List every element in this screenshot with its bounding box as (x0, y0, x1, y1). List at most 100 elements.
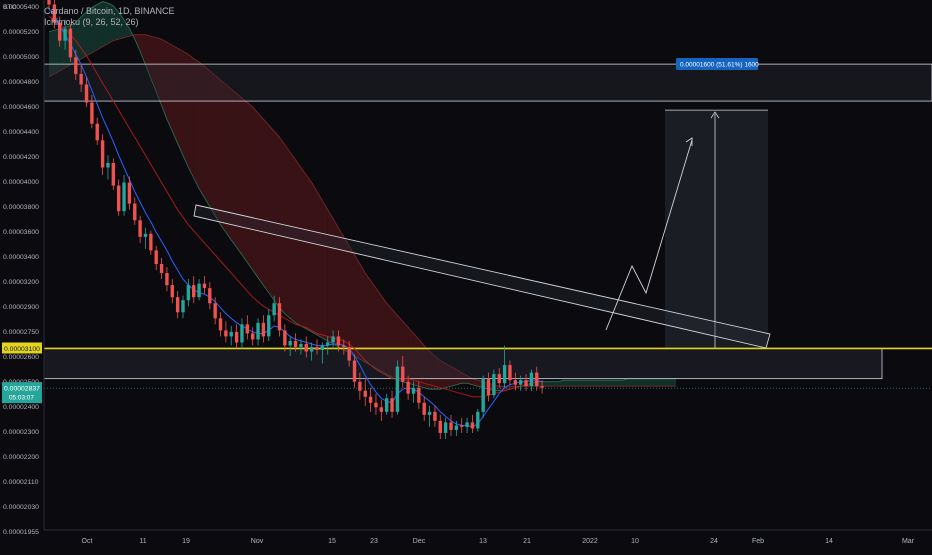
y-tick-label: 0.00004400 (3, 129, 39, 136)
candle-body (449, 422, 453, 430)
cloud-segment (295, 159, 301, 326)
x-tick-label: 23 (370, 538, 378, 545)
candle-body (379, 407, 384, 412)
candle-body (401, 366, 405, 382)
candle-body (352, 360, 357, 382)
cloud-segment (306, 174, 312, 332)
cloud-segment (188, 54, 194, 179)
y-tick-label: 0.00005200 (3, 29, 39, 36)
y-tick-label: 0.00004800 (3, 79, 39, 86)
cloud-segment (156, 37, 162, 106)
candle-body (347, 346, 351, 361)
x-tick-label: Feb (752, 538, 764, 545)
cloud-segment (91, 4, 98, 53)
cloud-segment (177, 48, 183, 156)
candle-body (368, 396, 373, 403)
cloud-segment (75, 16, 82, 62)
candle-body (433, 411, 437, 421)
candle-body (390, 398, 394, 412)
candle-body (293, 340, 298, 347)
cloud-segment (209, 70, 216, 216)
candle-body (374, 402, 378, 408)
cloud-segment (349, 245, 355, 357)
cloud-segment (617, 380, 623, 387)
cloud-segment (381, 295, 387, 375)
candle-body (476, 411, 480, 429)
candle-body (58, 22, 62, 41)
scenario-path (605, 139, 693, 331)
cloud-segment (375, 288, 382, 372)
candle-body (540, 386, 544, 388)
resistance-price-label: 0.00003100 (4, 346, 40, 353)
cloud-segment (638, 378, 644, 387)
cloud-segment (365, 273, 371, 366)
cloud-segment (284, 144, 291, 319)
cloud-segment (386, 303, 393, 378)
cloud-segment (370, 280, 376, 369)
cloud-segment (418, 339, 425, 388)
candle-body (256, 322, 260, 340)
cloud-segment (595, 380, 602, 387)
candle-body (159, 264, 164, 274)
y-tick-label: 0.00002110 (3, 479, 39, 486)
cloud-segment (359, 264, 366, 363)
x-tick-label: 19 (182, 538, 190, 545)
candle-body (192, 285, 196, 298)
candle-body (170, 285, 174, 298)
senkou-span-a (48, 1, 677, 392)
cloud-segment (429, 351, 435, 390)
candle-body (406, 381, 410, 394)
kijun-line (48, 16, 543, 398)
cloud-segment (547, 381, 553, 387)
candle-body (224, 330, 228, 337)
cloud-segment (172, 45, 178, 144)
candle-body (326, 342, 330, 346)
symbol-title[interactable]: Cardano / Bitcoin, 1D, BINANCE (44, 6, 175, 16)
legend: Cardano / Bitcoin, 1D, BINANCE Ichimoku … (44, 6, 175, 28)
current-price-badge (2, 382, 42, 404)
cloud-segment (140, 34, 146, 65)
cloud-segment (665, 378, 671, 387)
candle-body (95, 123, 99, 141)
cloud-segment (660, 378, 666, 387)
cloud-segment (467, 375, 473, 385)
cloud-segment (413, 333, 419, 387)
candle-body (384, 398, 389, 412)
cloud-segment (574, 380, 580, 387)
y-tick-label: 0.00004200 (3, 154, 39, 161)
y-tick-label: 0.00002400 (3, 404, 39, 411)
candle-body (427, 411, 432, 415)
candle-body (492, 374, 496, 396)
resistance-price-badge (2, 342, 42, 354)
candle-body (524, 380, 528, 387)
y-tick-label: 0.00002200 (3, 454, 39, 461)
cloud-segment (633, 378, 639, 387)
cloud-segment (434, 356, 441, 390)
currency-badge: BTC (3, 4, 17, 11)
cloud-segment (327, 209, 334, 344)
candle-body (336, 336, 341, 346)
candle-body (502, 365, 507, 384)
x-tick-label: 15 (328, 538, 336, 545)
candle-body (529, 372, 534, 387)
cloud-segment (440, 360, 446, 390)
y-tick-label: 0.00003600 (3, 229, 39, 236)
cloud-segment (279, 137, 285, 314)
ichimoku-cloud (49, 1, 677, 391)
projection-arrow-head (710, 111, 720, 119)
candle-body (470, 422, 475, 429)
candle-body (154, 250, 158, 264)
x-tick-label: 10 (631, 538, 639, 545)
candle-body (304, 343, 308, 352)
candle-body (299, 343, 303, 347)
y-tick-label: 0.00002600 (3, 354, 39, 361)
candle-body (122, 182, 126, 212)
candle-body (535, 372, 539, 387)
cloud-segment (622, 378, 628, 387)
candle-body (68, 28, 73, 58)
candle-body (47, 0, 51, 5)
indicator-title[interactable]: Ichimoku (9, 26, 52, 26) (44, 17, 139, 27)
candle-body (513, 380, 518, 385)
